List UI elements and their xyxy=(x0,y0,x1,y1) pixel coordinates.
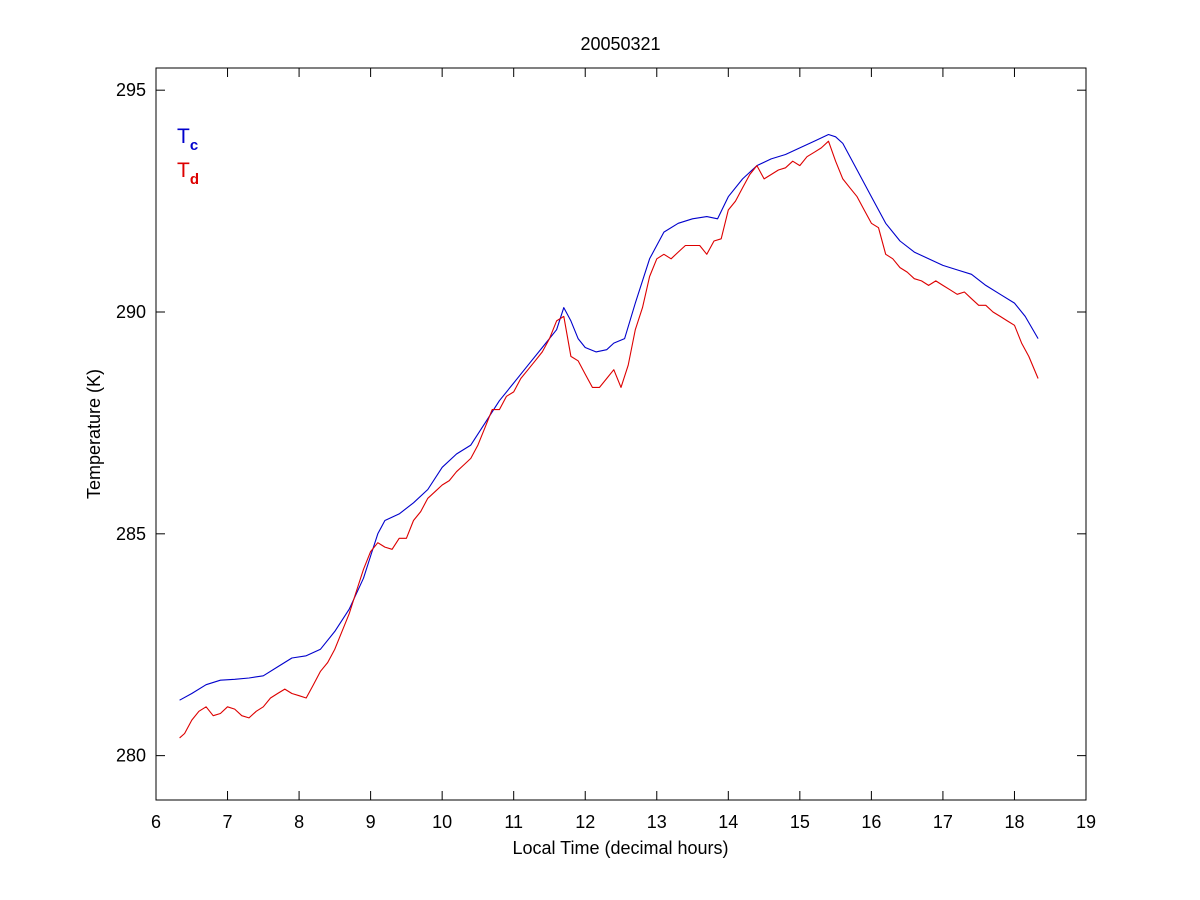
x-tick-label: 11 xyxy=(504,812,523,832)
y-tick-label: 290 xyxy=(116,302,146,322)
x-tick-label: 12 xyxy=(575,812,595,832)
x-tick-label: 14 xyxy=(718,812,738,832)
x-tick-label: 17 xyxy=(933,812,953,832)
x-tick-label: 18 xyxy=(1004,812,1024,832)
y-tick-label: 295 xyxy=(116,80,146,100)
legend-entry-Td: Td xyxy=(177,159,199,188)
x-tick-label: 9 xyxy=(366,812,376,832)
legend: Tc Td xyxy=(177,125,199,188)
x-axis-label: Local Time (decimal hours) xyxy=(512,838,728,858)
series-line-Td xyxy=(179,140,1039,739)
x-tick-label: 13 xyxy=(647,812,667,832)
x-tick-label: 7 xyxy=(223,812,233,832)
x-tick-label: 16 xyxy=(861,812,881,832)
legend-entry-Tc: Tc xyxy=(177,125,198,154)
x-tick-label: 19 xyxy=(1076,812,1096,832)
chart-title: 20050321 xyxy=(580,34,660,54)
x-tick-label: 8 xyxy=(294,812,304,832)
y-axis-label: Temperature (K) xyxy=(84,369,104,499)
x-tick-labels: 6 7 8 9 10 11 12 13 14 15 16 17 18 19 xyxy=(151,812,1096,832)
series-lines xyxy=(179,133,1039,739)
x-tick-label: 15 xyxy=(790,812,810,832)
y-tick-label: 280 xyxy=(116,746,146,766)
y-tick-labels: 280 285 290 295 xyxy=(116,80,146,765)
y-tick-label: 285 xyxy=(116,524,146,544)
plot-area xyxy=(155,67,1087,801)
x-tick-label: 6 xyxy=(151,812,161,832)
x-tick-label: 10 xyxy=(432,812,452,832)
axis-ticks xyxy=(155,68,1087,800)
series-line-Tc xyxy=(179,133,1039,701)
